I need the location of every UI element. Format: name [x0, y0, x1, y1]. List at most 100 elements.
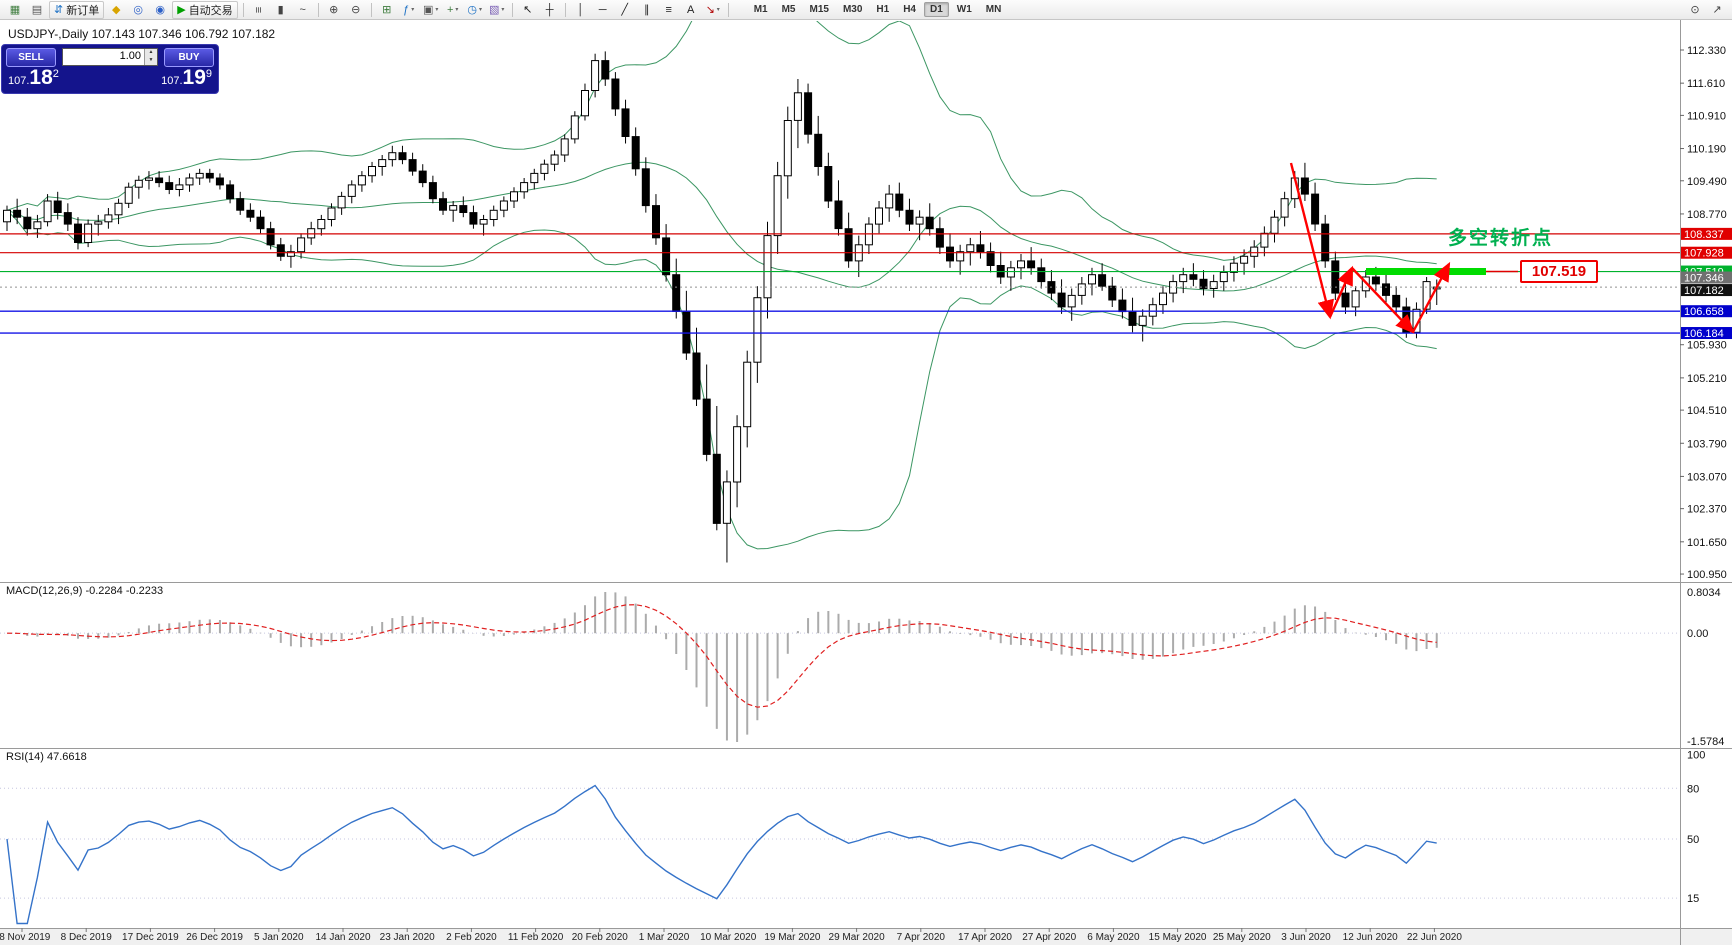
trendline-icon[interactable]: ╱	[615, 1, 635, 19]
autotrading-button[interactable]: ▶ 自动交易	[172, 0, 238, 19]
trend-arrow[interactable]	[1351, 267, 1415, 334]
volume-value[interactable]: 1.00	[119, 50, 141, 62]
timeframe-d1[interactable]: D1	[924, 2, 949, 17]
axis-price-label	[1681, 246, 1732, 259]
horizontal-line-icon[interactable]: ─	[593, 1, 613, 19]
community-icon: ◉	[155, 4, 166, 16]
chevron-down-icon[interactable]: ▾	[501, 7, 505, 13]
spinner-up-icon[interactable]: ▲	[145, 49, 157, 57]
vertical-line-icon[interactable]: │	[571, 1, 591, 19]
candlestick-chart-icon: ▮	[277, 4, 284, 16]
sell-button[interactable]: SELL	[6, 47, 56, 67]
date-label: 22 Jun 2020	[1407, 932, 1462, 943]
date-label: 11 Feb 2020	[508, 932, 564, 943]
crosshair-icon[interactable]: ┼	[540, 1, 560, 19]
indicators-icon[interactable]: ƒ ▾	[399, 1, 419, 19]
trendline-icon: ╱	[621, 4, 628, 16]
timeframe-mn[interactable]: MN	[985, 4, 1002, 15]
periods-icon[interactable]: ◷ ▾	[465, 1, 485, 19]
volume-input[interactable]: 1.00 ▲ ▼	[62, 48, 158, 66]
date-label: 15 May 2020	[1149, 932, 1207, 943]
turning-point-annotation[interactable]: 多空转折点	[1448, 228, 1554, 249]
volume-spinner[interactable]: ▲ ▼	[144, 49, 157, 65]
profiles-icon[interactable]: ▤	[27, 1, 47, 19]
timeframe-m5[interactable]: M5	[781, 4, 796, 15]
channel-icon[interactable]: ∥	[637, 1, 657, 19]
search-icon[interactable]: ⊙	[1685, 1, 1705, 19]
chevron-down-icon[interactable]: ▾	[455, 7, 459, 13]
chevron-down-icon[interactable]: ▾	[435, 7, 439, 13]
buy-button[interactable]: BUY	[164, 47, 214, 67]
price-axis-tick: 112.330	[1687, 45, 1726, 57]
timeframe-h4[interactable]: H4	[903, 4, 916, 15]
timeframe-m15[interactable]: M15	[809, 4, 829, 15]
templates-icon[interactable]: ▧ ▾	[487, 1, 507, 19]
macd-signal-line	[6, 604, 1437, 708]
buy-price-sup: 9	[205, 68, 212, 80]
timeframe-w1[interactable]: W1	[956, 4, 972, 15]
price-axis-tick: 108.770	[1687, 209, 1727, 221]
date-label: 27 Apr 2020	[1022, 932, 1076, 943]
trend-arrow[interactable]	[1411, 261, 1451, 333]
price-level-tag[interactable]: 107.519	[1520, 260, 1598, 283]
sell-price-sup: 2	[52, 68, 59, 80]
add-indicator-icon[interactable]: + ▾	[443, 1, 463, 19]
market-icon[interactable]: ◎	[128, 1, 148, 19]
objects-list-icon[interactable]: ▣ ▾	[421, 1, 441, 19]
spinner-down-icon[interactable]: ▼	[145, 57, 157, 65]
buy-price: 107.199	[161, 66, 212, 93]
arrows-icon[interactable]: ↘ ▾	[703, 1, 723, 19]
line-chart-icon[interactable]: ~	[293, 1, 313, 19]
axis-price-label	[1681, 271, 1732, 284]
rsi-line	[6, 784, 1437, 925]
date-label: 26 Dec 2019	[186, 932, 243, 943]
price-axis-tick: 101.650	[1687, 537, 1727, 549]
new-order-button[interactable]: ⇵ 新订单	[49, 0, 105, 19]
chevron-down-icon[interactable]: ▾	[478, 7, 482, 13]
date-label: 14 Jan 2020	[315, 932, 370, 943]
autotrading-button-label: 自动交易	[188, 4, 233, 17]
candlestick-chart-icon[interactable]: ▮	[271, 1, 291, 19]
periods-icon: ◷	[467, 4, 477, 16]
timeframe-m1[interactable]: M1	[753, 4, 768, 15]
timeframe-h1[interactable]: H1	[876, 4, 890, 15]
horizontal-line-icon: ─	[598, 3, 607, 16]
chevron-down-icon[interactable]: ▾	[411, 7, 415, 13]
search-icon: ⊙	[1690, 4, 1700, 16]
new-chart-icon[interactable]: ▦	[5, 1, 25, 19]
zoom-in-icon: ⊕	[329, 4, 339, 16]
rsi-axis-label: 80	[1687, 783, 1699, 795]
cursor-icon[interactable]: ↖	[518, 1, 538, 19]
text-icon[interactable]: A	[681, 1, 701, 19]
new-order-button: ⇵	[54, 4, 64, 16]
toolbar-separator	[727, 2, 729, 17]
date-axis-strip	[0, 928, 1732, 945]
price-axis-tick: 104.510	[1687, 405, 1727, 417]
chart-title: USDJPY-,Daily 107.143 107.346 106.792 10…	[8, 27, 276, 41]
axis-price-label	[1681, 284, 1732, 297]
pointer-icon[interactable]: ↗	[1707, 1, 1727, 19]
add-indicator-icon: +	[446, 3, 454, 16]
date-label: 2 Feb 2020	[446, 932, 497, 943]
zoom-out-icon: ⊖	[351, 4, 361, 16]
date-label: 3 Jun 2020	[1281, 932, 1331, 943]
trend-arrow[interactable]	[1328, 265, 1354, 318]
zoom-out-icon[interactable]: ⊖	[346, 1, 366, 19]
metaeditor-icon[interactable]: ◆	[106, 1, 126, 19]
date-label: 17 Apr 2020	[958, 932, 1012, 943]
fibonacci-icon[interactable]: ≡	[659, 1, 679, 19]
date-label: 12 Jun 2020	[1343, 932, 1398, 943]
tile-windows-icon[interactable]: ⊞	[377, 1, 397, 19]
axis-price-label	[1681, 305, 1732, 318]
zoom-in-icon[interactable]: ⊕	[324, 1, 344, 19]
vertical-line-icon: │	[577, 3, 585, 16]
toolbar-separator	[242, 2, 244, 17]
bar-chart-icon[interactable]: ≡	[249, 1, 269, 19]
axis-price-label-text: 106.184	[1684, 328, 1724, 340]
timeframe-m30[interactable]: M30	[842, 4, 863, 15]
community-icon[interactable]: ◉	[150, 1, 170, 19]
chevron-down-icon[interactable]: ▾	[716, 7, 720, 13]
trend-arrow[interactable]	[1289, 162, 1335, 320]
